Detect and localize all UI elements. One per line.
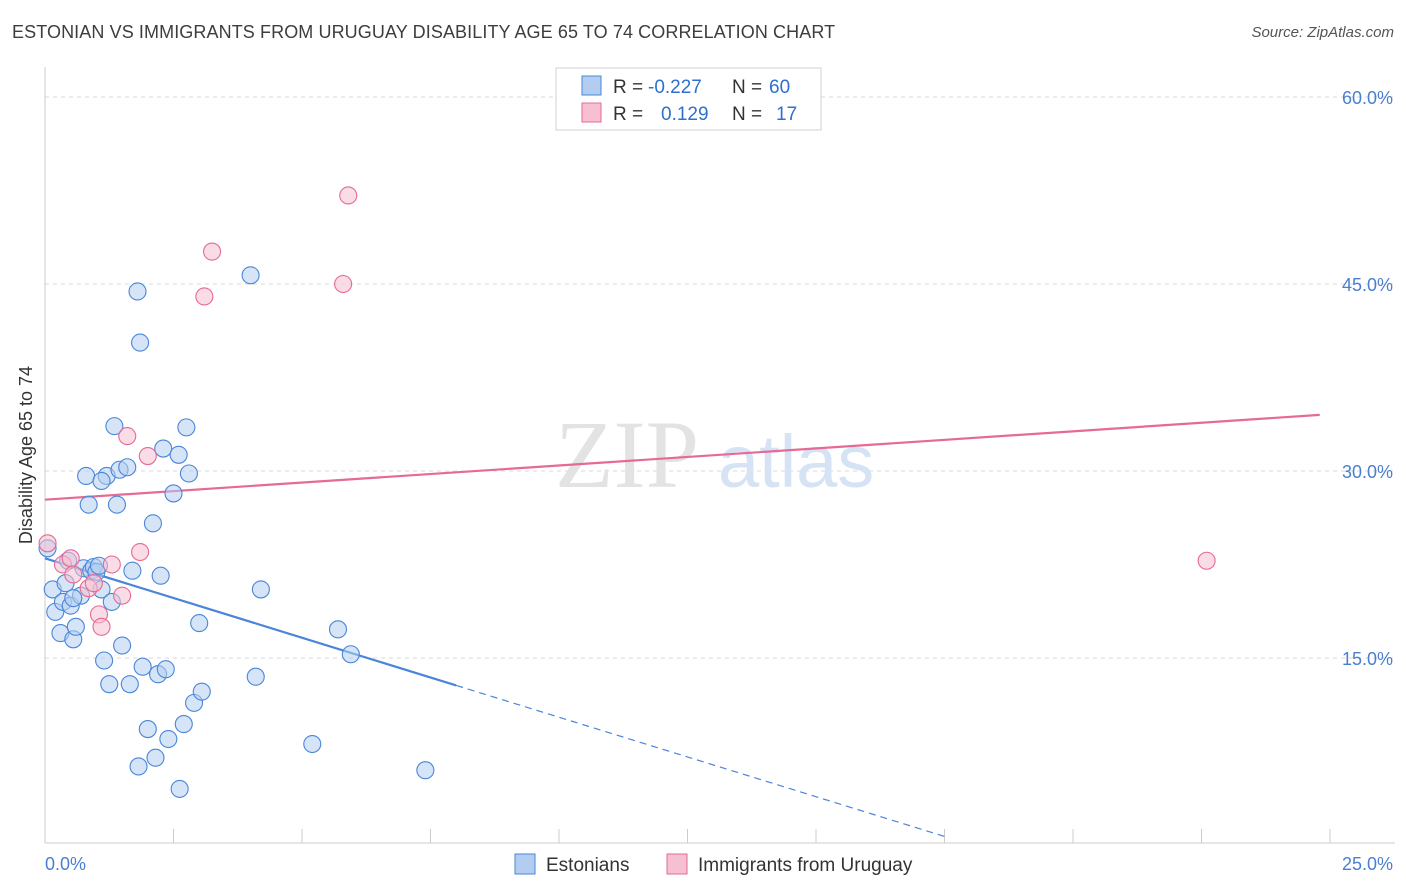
data-point — [118, 427, 137, 446]
data-point — [328, 620, 348, 639]
data-point — [118, 458, 137, 477]
data-point — [164, 484, 183, 503]
stats-legend: R = -0.227 N = 60 R = 0.129 N = 17 — [555, 67, 822, 131]
trend-line-0 — [44, 557, 457, 687]
series-swatch-uruguay — [666, 853, 688, 875]
chart-title: ESTONIAN VS IMMIGRANTS FROM URUGUAY DISA… — [12, 22, 836, 42]
watermark-atlas: atlas — [718, 420, 874, 503]
data-point — [303, 734, 322, 754]
data-point — [113, 636, 132, 655]
data-point — [190, 614, 209, 633]
data-point — [169, 445, 188, 464]
data-point — [416, 761, 435, 780]
data-point — [95, 651, 114, 670]
legend-r-label-1: R = — [613, 77, 643, 98]
legend-swatch-pink — [581, 102, 602, 123]
data-point — [64, 565, 83, 584]
tick-labels: 15.0% 30.0% 45.0% 60.0% 0.0% 25.0% — [45, 88, 1393, 874]
data-point — [102, 555, 121, 574]
data-point — [128, 282, 147, 301]
data-point — [251, 580, 270, 599]
y-axis-label: Disability Age 65 to 74 — [16, 366, 36, 544]
data-point — [138, 720, 157, 739]
grid-lines — [45, 96, 1395, 659]
series-legend: Estonians Immigrants from Uruguay — [514, 853, 913, 876]
data-point — [61, 549, 80, 568]
data-point — [123, 561, 142, 580]
legend-n-value-2: 17 — [776, 104, 797, 125]
legend-n-label-2: N = — [732, 104, 762, 125]
data-point — [92, 617, 111, 636]
data-point — [1197, 551, 1216, 570]
data-point — [341, 645, 360, 664]
y-tick-label: 15.0% — [1342, 649, 1393, 669]
data-point — [77, 466, 96, 486]
data-point — [195, 287, 214, 306]
legend-r-value-1: -0.227 — [648, 77, 702, 98]
data-point — [138, 446, 157, 466]
data-point — [151, 566, 170, 585]
data-point — [113, 586, 132, 605]
trend-lines — [44, 413, 1320, 838]
series-label-uruguay: Immigrants from Uruguay — [698, 855, 913, 876]
data-point — [38, 534, 57, 553]
data-point — [203, 242, 222, 261]
trend-line-1 — [44, 413, 1320, 501]
data-point — [192, 682, 211, 701]
data-point — [66, 617, 85, 636]
data-point — [100, 675, 119, 694]
legend-r-label-2: R = — [613, 104, 643, 125]
source-label: Source: ZipAtlas.com — [1251, 24, 1394, 41]
x-tick-label: 25.0% — [1342, 854, 1393, 874]
legend-swatch-blue — [581, 75, 602, 96]
series-label-estonians: Estonians — [546, 855, 629, 876]
y-tick-label: 60.0% — [1342, 88, 1393, 108]
data-points — [38, 186, 1216, 798]
data-point — [154, 439, 173, 458]
data-point — [133, 657, 152, 676]
x-tick-label: 0.0% — [45, 854, 86, 874]
data-point — [129, 757, 148, 776]
axes — [44, 67, 1395, 844]
data-point — [84, 574, 103, 593]
legend-r-value-2: 0.129 — [661, 104, 709, 125]
data-point — [177, 418, 196, 437]
data-point — [339, 186, 358, 205]
trend-line-extension-0 — [456, 684, 945, 838]
data-point — [143, 514, 162, 533]
data-point — [241, 266, 260, 285]
legend-n-label-1: N = — [732, 77, 762, 98]
data-point — [334, 274, 353, 294]
data-point — [92, 471, 111, 491]
y-tick-label: 30.0% — [1342, 462, 1393, 482]
series-swatch-estonians — [514, 853, 536, 875]
data-point — [174, 715, 193, 734]
data-point — [159, 729, 178, 749]
data-point — [246, 667, 265, 686]
data-point — [131, 333, 150, 352]
data-point — [179, 464, 198, 483]
data-point — [156, 660, 175, 679]
data-point — [146, 748, 165, 767]
data-point — [107, 495, 127, 514]
data-point — [79, 495, 98, 514]
data-point — [131, 542, 150, 562]
data-point — [105, 417, 124, 436]
legend-n-value-1: 60 — [769, 77, 790, 98]
y-tick-label: 45.0% — [1342, 275, 1393, 295]
data-point — [170, 779, 189, 798]
data-point — [120, 675, 139, 694]
watermark-zip: ZIP — [555, 401, 699, 508]
data-point — [64, 589, 83, 608]
